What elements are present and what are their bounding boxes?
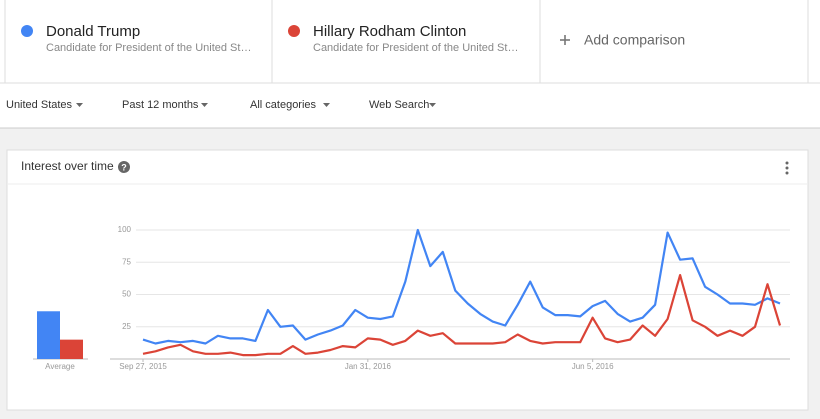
dropdown-arrow (429, 103, 436, 107)
header-area (0, 0, 820, 128)
term-card[interactable]: Hillary Rodham Clinton Candidate for Pre… (288, 23, 518, 54)
y-tick-label: 100 (118, 225, 132, 234)
help-glyph: ? (121, 162, 127, 172)
filter-label: All categories (250, 99, 317, 111)
add-comparison[interactable]: Add comparison (560, 32, 685, 48)
x-tick-label: Sep 27, 2015 (119, 362, 167, 371)
filter-dropdown[interactable]: All categories (250, 99, 330, 111)
term-subtitle: Candidate for President of the United St… (46, 42, 251, 54)
term-color (288, 25, 300, 37)
dropdown-arrow (76, 103, 83, 107)
y-tick-label: 25 (122, 322, 131, 331)
term-name: Donald Trump (46, 23, 140, 40)
menu-icon[interactable] (785, 161, 789, 175)
x-tick-label: Average (45, 362, 75, 371)
plot: Average 25 50 75 100 Sep 27, 2015 Jan 31, 2016… (33, 225, 790, 371)
dropdown-arrow (201, 103, 208, 107)
bar (37, 311, 60, 359)
panel-title: Interest over time (21, 159, 114, 173)
panel-card (6, 149, 809, 411)
term-name: Hillary Rodham Clinton (313, 23, 466, 40)
help-icon[interactable]: ? (118, 161, 130, 173)
filter-label: Past 12 months (122, 99, 199, 111)
help-circle (118, 161, 130, 173)
filter-dropdown[interactable]: United States (6, 99, 83, 111)
filter-label: United States (6, 99, 73, 111)
plus-icon (560, 35, 570, 45)
filter-label: Web Search (369, 99, 429, 111)
term-borders (0, 0, 820, 84)
term-card[interactable]: Donald Trump Candidate for President of … (21, 23, 251, 54)
y-tick-label: 75 (122, 257, 131, 266)
y-tick-label: 50 (122, 290, 131, 299)
dropdown-arrow (323, 103, 330, 107)
x-tick-label: Jun 5, 2016 (572, 362, 614, 371)
term-color (21, 25, 33, 37)
term-subtitle: Candidate for President of the United St… (313, 42, 518, 54)
filter-dropdown[interactable]: Past 12 months (122, 99, 208, 111)
series-line (142, 274, 782, 357)
filter-dropdown[interactable]: Web Search (369, 99, 436, 111)
x-tick-label: Jan 31, 2016 (345, 362, 392, 371)
bar (60, 339, 83, 359)
series-line (142, 228, 781, 345)
add-comparison-label: Add comparison (584, 32, 685, 48)
